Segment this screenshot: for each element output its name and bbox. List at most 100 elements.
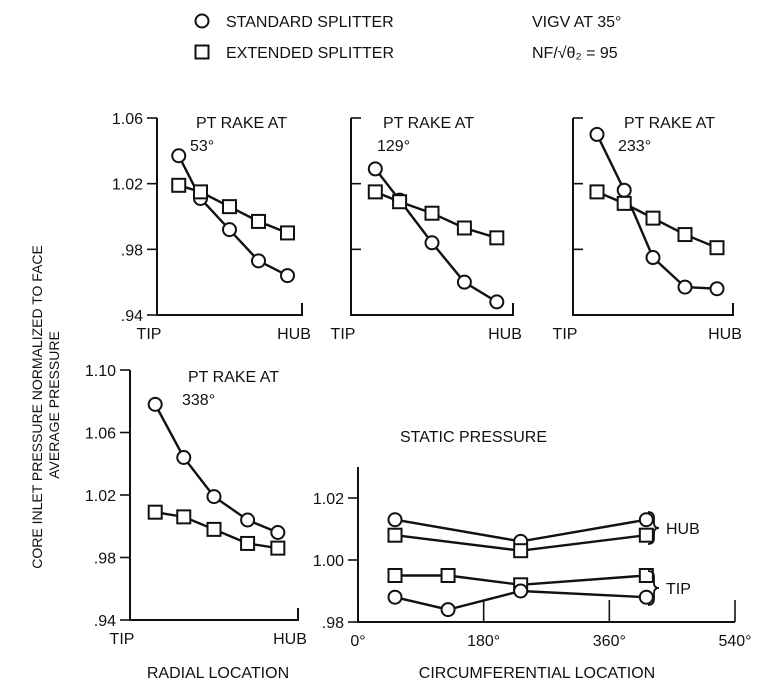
point-square — [513, 543, 529, 559]
axis-frame — [572, 118, 734, 316]
point-square — [176, 509, 192, 525]
subplot-title: PT RAKE AT — [624, 115, 715, 132]
subplot-title-angle: 338° — [182, 392, 215, 409]
point-circle — [456, 274, 472, 290]
subplot-rake-233: TIP HUB PT RAKE AT 233° — [553, 115, 742, 343]
point-circle — [176, 450, 192, 465]
y-tick-label: 1.02 — [112, 177, 143, 194]
x-tick-label-tip: TIP — [137, 326, 162, 343]
tip-brace-label: TIP — [666, 581, 691, 598]
y-tick-label: 1.02 — [85, 488, 116, 505]
point-square — [424, 205, 440, 221]
conditions: VIGV AT 35° NF/√θ₂ = 95 — [532, 14, 621, 62]
point-circle — [280, 268, 295, 284]
x-tick-label-hub: HUB — [277, 326, 311, 343]
point-circle — [147, 396, 163, 412]
point-square — [171, 177, 187, 193]
x-tick-label-tip: TIP — [553, 326, 578, 343]
point-circle — [367, 161, 383, 177]
axis-frame — [357, 467, 735, 623]
x-axis-label-radial: RADIAL LOCATION — [147, 665, 289, 682]
subplot-title: PT RAKE AT — [383, 115, 474, 132]
point-square — [489, 230, 505, 246]
point-circle — [206, 489, 222, 505]
legend-square-marker — [194, 44, 210, 60]
x-tick-label: 540° — [718, 633, 751, 650]
point-square — [387, 568, 403, 583]
point-circle — [440, 602, 456, 618]
tip-brace: TIP — [647, 570, 691, 606]
subplot-title-angle: 129° — [377, 138, 410, 155]
point-circle — [638, 589, 654, 605]
x-tick-label: 180° — [467, 633, 500, 650]
point-square — [280, 225, 295, 241]
x-tick-label: 0° — [350, 633, 365, 650]
series-line-0 — [177, 155, 289, 277]
point-square — [147, 504, 163, 520]
x-tick-label-hub: HUB — [273, 631, 307, 648]
y-tick-label: .98 — [322, 615, 344, 632]
point-square — [367, 184, 383, 200]
point-square — [387, 527, 403, 543]
point-circle — [677, 279, 693, 295]
point-circle — [387, 589, 403, 605]
point-square — [270, 540, 286, 556]
point-square — [616, 195, 632, 211]
x-tick-label-hub: HUB — [708, 326, 742, 343]
y-tick-label: .94 — [121, 308, 143, 325]
legend-circle-label: STANDARD SPLITTER — [226, 14, 394, 31]
point-circle — [645, 250, 661, 266]
y-tick-label: 1.00 — [313, 553, 344, 570]
axis-frame — [350, 118, 514, 316]
y-axis-label-line-2: AVERAGE PRESSURE — [46, 331, 62, 479]
point-square — [709, 240, 725, 256]
point-square — [456, 220, 472, 236]
series-line-0 — [374, 168, 498, 303]
x-tick-label-tip: TIP — [110, 631, 135, 648]
subplot-title-angle: 53° — [190, 138, 214, 155]
point-circle — [638, 512, 654, 528]
axis-frame — [156, 118, 303, 316]
x-tick-label: 360° — [593, 633, 626, 650]
subplot-title-angle: 233° — [618, 138, 651, 155]
point-square — [392, 194, 408, 210]
y-tick-label: 1.06 — [85, 426, 116, 443]
condition-speed: NF/√θ₂ = 95 — [532, 45, 618, 62]
hub-brace: HUB — [647, 511, 700, 545]
point-square — [251, 213, 266, 229]
point-square — [645, 210, 661, 226]
point-square — [638, 568, 654, 583]
y-tick-label: .94 — [94, 613, 116, 630]
static-pressure-title: STATIC PRESSURE — [400, 429, 547, 446]
subplot-title: PT RAKE AT — [188, 369, 279, 386]
y-tick-label: 1.06 — [112, 111, 143, 128]
legend: STANDARD SPLITTER EXTENDED SPLITTER — [194, 13, 394, 62]
point-circle — [616, 182, 632, 198]
point-square — [240, 535, 256, 551]
point-square — [677, 227, 693, 243]
series-line-0 — [154, 403, 279, 534]
y-tick-label: .98 — [121, 242, 143, 259]
point-square — [638, 527, 654, 543]
point-circle — [240, 512, 256, 528]
y-axis-label: CORE INLET PRESSURE NORMALIZED TO FACE A… — [29, 241, 62, 569]
series-line-3 — [394, 589, 647, 611]
tip-brace-shape — [647, 570, 660, 606]
point-circle — [251, 253, 266, 269]
condition-vigv: VIGV AT 35° — [532, 14, 621, 31]
point-square — [589, 184, 605, 200]
point-circle — [222, 222, 237, 238]
point-square — [222, 199, 237, 215]
hub-brace-label: HUB — [666, 521, 700, 538]
point-circle — [489, 294, 505, 310]
point-circle — [387, 512, 403, 528]
subplot-static-pressure: 1.02 1.00 .98 0° 180° 360° 540° — [313, 467, 752, 650]
point-circle — [171, 148, 187, 164]
point-square — [440, 568, 456, 583]
legend-square-label: EXTENDED SPLITTER — [226, 45, 394, 62]
point-circle — [709, 281, 725, 297]
point-square — [193, 184, 208, 200]
legend-circle-marker — [194, 13, 210, 29]
